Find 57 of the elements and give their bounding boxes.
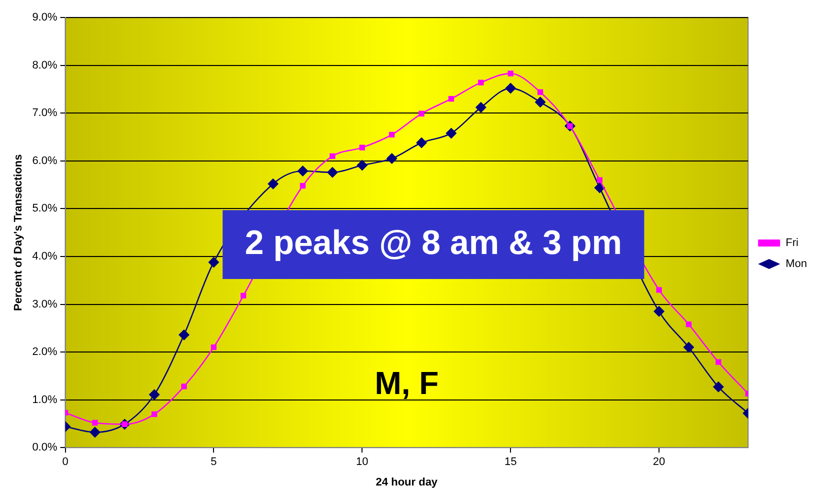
y-tick-label: 8.0%	[32, 59, 58, 72]
point	[416, 137, 428, 148]
point	[240, 292, 246, 298]
y-tick-label: 0.0%	[32, 442, 58, 454]
legend-label: Fri	[786, 237, 798, 250]
point	[326, 166, 338, 178]
point	[716, 359, 722, 365]
point	[389, 132, 395, 138]
point	[683, 342, 694, 353]
point	[534, 96, 546, 108]
point	[148, 389, 160, 400]
y-tick-label: 5.0%	[32, 202, 58, 215]
point	[656, 287, 662, 293]
point	[446, 128, 457, 139]
point	[178, 329, 190, 340]
point	[537, 89, 544, 95]
x-tick-label: 15	[504, 456, 517, 468]
point	[712, 381, 724, 392]
point	[330, 153, 336, 159]
point	[594, 182, 606, 194]
x-tick-label: 10	[356, 456, 368, 468]
point	[448, 96, 454, 102]
point	[268, 178, 279, 190]
point	[686, 322, 692, 328]
point	[300, 182, 306, 189]
y-tick-label: 4.0%	[32, 250, 58, 263]
point	[92, 420, 98, 426]
y-tick-label: 1.0%	[32, 394, 58, 406]
x-tick-label: 20	[652, 456, 666, 468]
point	[654, 306, 665, 317]
point	[359, 144, 365, 150]
y-tick-label: 6.0%	[32, 154, 58, 167]
y-tick-label: 9.0%	[32, 12, 58, 24]
point	[505, 82, 516, 94]
point	[418, 110, 424, 116]
point	[210, 344, 217, 350]
point	[208, 256, 220, 268]
point	[181, 384, 187, 390]
y-tick-label: 2.0%	[32, 346, 58, 358]
annotation: M, F	[374, 365, 439, 402]
x-tick-label: 0	[62, 456, 68, 468]
point	[89, 426, 100, 438]
y-axis-title: Percent of Day's Transactions	[12, 154, 25, 311]
point	[596, 177, 602, 183]
point	[297, 165, 308, 176]
point	[356, 160, 368, 171]
legend-label: Mon	[786, 258, 808, 270]
x-axis-title: 24 hour day	[376, 476, 438, 488]
point	[386, 153, 398, 164]
y-tick-label: 3.0%	[32, 298, 58, 310]
x-tick-label: 5	[210, 456, 217, 468]
point	[475, 102, 486, 113]
y-tick-label: 7.0%	[32, 107, 58, 120]
point	[508, 70, 514, 76]
annotation: 2 peaks @ 8 am & 3 pm	[244, 224, 622, 262]
point	[478, 80, 484, 86]
point	[152, 411, 158, 417]
